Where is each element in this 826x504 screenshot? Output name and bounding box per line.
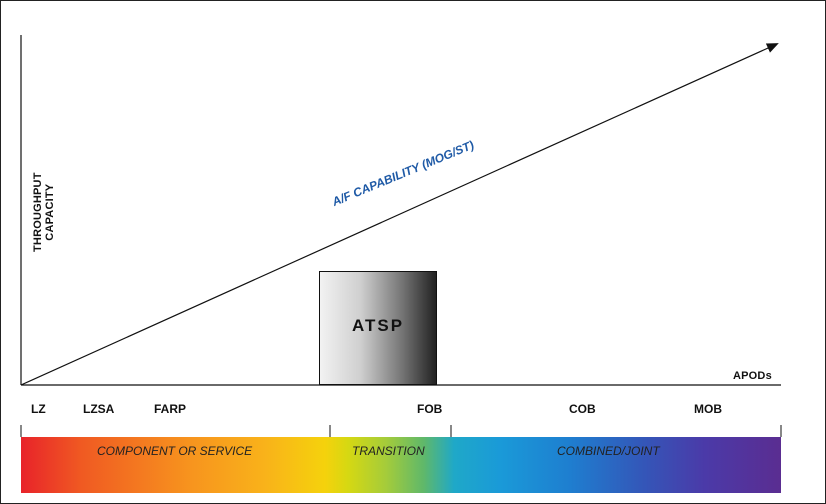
y-axis-title-line2: CAPACITY [44,183,56,241]
site-label-lz: LZ [31,402,46,416]
site-label-cob: COB [569,402,596,416]
capability-arrow [20,43,779,386]
phase-label-transition: TRANSITION [352,444,425,458]
y-axis-title-line1: THROUGHPUT [32,172,44,252]
phase-label-combined: COMBINED/JOINT [557,444,660,458]
site-label-fob: FOB [417,402,443,416]
site-label-farp: FARP [154,402,187,416]
phase-spectrum-bar [21,437,781,493]
x-axis-title: APODs [733,370,772,382]
y-axis-title: THROUGHPUT CAPACITY [32,172,56,252]
site-label-mob: MOB [694,402,722,416]
site-label-lzsa: LZSA [83,402,115,416]
phase-label-component: COMPONENT OR SERVICE [97,444,253,458]
atsp-box: ATSP [319,271,437,385]
atsp-label: ATSP [351,316,405,335]
